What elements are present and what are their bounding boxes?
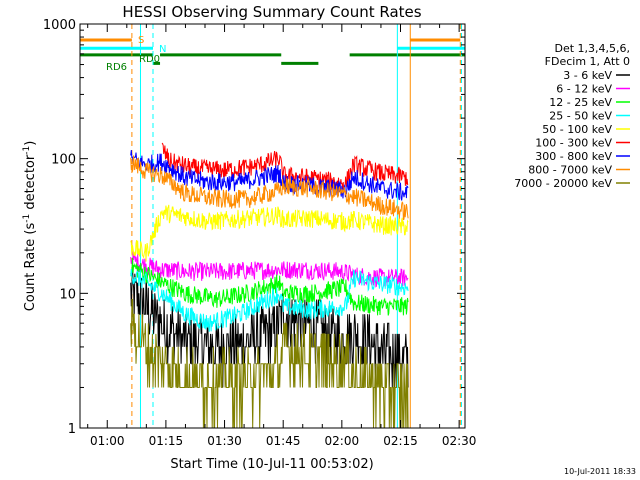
annotation-n: N [159,44,166,55]
legend-label: 7000 - 20000 keV [514,177,612,190]
series-line-4 [130,204,409,262]
x-tick-label: 02:15 [383,434,418,448]
chart-title: HESSI Observing Summary Count Rates [122,3,421,21]
legend-label: 100 - 300 keV [535,137,612,150]
legend-label: 300 - 800 keV [535,150,612,163]
series-line-7 [130,155,409,221]
y-axis-label: Count Rate (s-1 detector-1) [22,141,38,312]
y-tick-label: 1 [68,422,76,437]
series-line-3 [130,268,409,332]
y-axis-ticks: 1 10 100 1000 [43,18,465,437]
legend-label: 50 - 100 keV [542,123,612,136]
x-tick-label: 01:15 [149,434,184,448]
x-axis-label: Start Time (10-Jul-11 00:53:02) [170,457,373,472]
x-tick-label: 01:45 [266,434,301,448]
series-lines [130,142,409,429]
annotation-rd0: RD0 [139,54,160,65]
legend-label: 25 - 50 keV [549,110,612,123]
plot-frame [79,23,466,429]
y-tick-label: 100 [51,153,76,168]
footer-timestamp: 10-Jul-2011 18:33 [564,467,636,476]
y-tick-label: 1000 [43,18,76,33]
series-line-2 [130,257,409,316]
y-tick-label: 10 [59,287,76,302]
legend-header-line-2: FDecim 1, Att 0 [545,55,630,68]
x-tick-label: 01:00 [90,434,125,448]
x-tick-label: 02:00 [325,434,360,448]
flag-bars [80,38,465,65]
legend-label: 12 - 25 keV [549,96,612,109]
legend-header-line-1: Det 1,3,4,5,6, [554,42,630,55]
series-line-8 [130,299,409,429]
legend-label: 800 - 7000 keV [528,164,612,177]
series-line-6 [130,149,409,201]
series-line-1 [130,251,409,288]
annotation-rd6: RD6 [106,62,127,73]
legend-label: 6 - 12 keV [556,83,612,96]
x-tick-label: 01:30 [207,434,242,448]
legend-label: 3 - 6 keV [563,69,612,82]
annotation-s: S [138,35,144,46]
series-line-5 [161,142,409,193]
x-tick-label: 02:30 [442,434,477,448]
x-axis-ticks: 01:00 01:15 01:30 01:45 02:00 02:15 02:30 [87,24,477,448]
series-line-0 [130,265,409,388]
